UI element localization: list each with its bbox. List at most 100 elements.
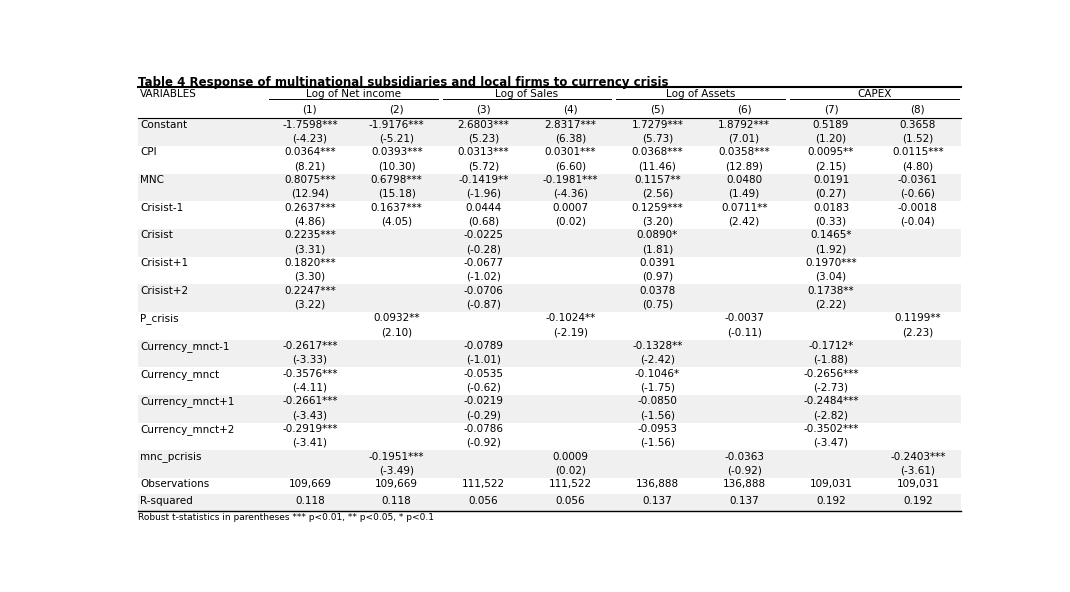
Text: 0.1738**: 0.1738** (808, 286, 854, 295)
Text: (-1.01): (-1.01) (467, 355, 501, 365)
Bar (138, 367, 961, 395)
Text: Currency_mnct+2: Currency_mnct+2 (140, 424, 234, 435)
Text: (15.18): (15.18) (378, 189, 415, 199)
Bar (138, 257, 961, 284)
Bar (138, 340, 961, 367)
Text: Constant: Constant (140, 120, 187, 130)
Text: 109,669: 109,669 (376, 479, 418, 489)
Text: Table 4 Response of multinational subsidiaries and local firms to currency crisi: Table 4 Response of multinational subsid… (138, 76, 669, 89)
Text: (12.94): (12.94) (291, 189, 328, 199)
Text: (11.46): (11.46) (639, 161, 676, 171)
Text: -1.9176***: -1.9176*** (369, 120, 425, 130)
Text: (-3.49): (-3.49) (379, 465, 414, 475)
Text: (1.81): (1.81) (642, 244, 673, 254)
Text: 0.2247***: 0.2247*** (284, 286, 336, 295)
Text: -0.2617***: -0.2617*** (282, 341, 338, 351)
Text: 0.0115***: 0.0115*** (892, 147, 944, 157)
Bar (138, 423, 961, 450)
Text: (0.27): (0.27) (815, 189, 846, 199)
Text: (-1.88): (-1.88) (813, 355, 849, 365)
Text: (0.02): (0.02) (555, 217, 586, 227)
Text: (-5.21): (-5.21) (379, 134, 414, 144)
Text: 0.1465*: 0.1465* (810, 230, 852, 240)
Text: (-0.04): (-0.04) (901, 217, 935, 227)
Text: 0.0183: 0.0183 (813, 202, 850, 213)
Text: (10.30): (10.30) (378, 161, 415, 171)
Text: (-0.92): (-0.92) (467, 437, 501, 448)
Text: (-0.29): (-0.29) (467, 410, 501, 420)
Text: 0.0393***: 0.0393*** (371, 147, 423, 157)
Text: (1.20): (1.20) (815, 134, 846, 144)
Text: -0.0363: -0.0363 (724, 452, 764, 462)
Text: MNC: MNC (140, 175, 165, 185)
Text: (-0.87): (-0.87) (467, 300, 501, 310)
Text: (8): (8) (911, 105, 926, 115)
Text: 0.0313***: 0.0313*** (458, 147, 509, 157)
Text: -0.3576***: -0.3576*** (282, 369, 338, 379)
Text: (-2.73): (-2.73) (813, 382, 849, 392)
Text: (-3.47): (-3.47) (813, 437, 849, 448)
Text: (-1.56): (-1.56) (640, 437, 675, 448)
Text: (1.92): (1.92) (815, 244, 846, 254)
Text: Currency_mnct-1: Currency_mnct-1 (140, 341, 230, 352)
Text: 0.0932**: 0.0932** (373, 313, 421, 323)
Text: (7): (7) (824, 105, 839, 115)
Text: 0.137: 0.137 (730, 496, 759, 506)
Bar (138, 284, 961, 312)
Text: -0.0789: -0.0789 (463, 341, 504, 351)
Text: (1.52): (1.52) (902, 134, 933, 144)
Text: 0.0444: 0.0444 (465, 202, 502, 213)
Text: (-1.96): (-1.96) (467, 189, 501, 199)
Text: Crisist+1: Crisist+1 (140, 258, 188, 268)
Text: (-3.41): (-3.41) (292, 437, 327, 448)
Text: -0.2484***: -0.2484*** (804, 396, 859, 406)
Text: (0.02): (0.02) (555, 465, 586, 475)
Text: (-3.61): (-3.61) (901, 465, 935, 475)
Text: CAPEX: CAPEX (857, 89, 891, 99)
Text: 0.118: 0.118 (382, 496, 412, 506)
Text: (-1.02): (-1.02) (467, 272, 501, 282)
Text: 0.0095**: 0.0095** (808, 147, 854, 157)
Text: 0.6798***: 0.6798*** (371, 175, 423, 185)
Text: -0.1981***: -0.1981*** (542, 175, 598, 185)
Bar (138, 450, 961, 478)
Text: (0.68): (0.68) (468, 217, 499, 227)
Text: Crisist-1: Crisist-1 (140, 202, 184, 213)
Text: (-1.56): (-1.56) (640, 410, 675, 420)
Text: (6): (6) (737, 105, 751, 115)
Text: -0.1712*: -0.1712* (809, 341, 854, 351)
Bar (138, 173, 961, 201)
Bar (138, 201, 961, 229)
Text: 0.0368***: 0.0368*** (631, 147, 683, 157)
Text: (3.20): (3.20) (642, 217, 673, 227)
Text: (6.60): (6.60) (555, 161, 586, 171)
Text: (3): (3) (476, 105, 491, 115)
Text: Currency_mnct: Currency_mnct (140, 369, 219, 379)
Text: Log of Net income: Log of Net income (306, 89, 401, 99)
Text: -0.0361: -0.0361 (898, 175, 938, 185)
Text: (2.23): (2.23) (902, 327, 933, 337)
Text: 136,888: 136,888 (722, 479, 766, 489)
Text: (0.97): (0.97) (642, 272, 673, 282)
Text: (0.33): (0.33) (815, 217, 846, 227)
Text: (5.23): (5.23) (468, 134, 500, 144)
Bar (138, 229, 961, 257)
Text: 0.8075***: 0.8075*** (284, 175, 336, 185)
Text: VARIABLES: VARIABLES (140, 89, 197, 99)
Text: 0.3658: 0.3658 (900, 120, 936, 130)
Text: (-4.36): (-4.36) (553, 189, 587, 199)
Text: 0.1970***: 0.1970*** (806, 258, 857, 268)
Text: 0.192: 0.192 (816, 496, 846, 506)
Text: -0.0706: -0.0706 (463, 286, 504, 295)
Text: (4): (4) (563, 105, 578, 115)
Text: 1.7279***: 1.7279*** (631, 120, 684, 130)
Text: -0.0535: -0.0535 (463, 369, 504, 379)
Text: (4.05): (4.05) (381, 217, 412, 227)
Text: 0.0007: 0.0007 (552, 202, 588, 213)
Text: P_crisis: P_crisis (140, 313, 179, 324)
Text: CPI: CPI (140, 147, 157, 157)
Text: (-2.19): (-2.19) (553, 327, 587, 337)
Text: (4.86): (4.86) (294, 217, 325, 227)
Text: 1.8792***: 1.8792*** (718, 120, 770, 130)
Text: 2.6803***: 2.6803*** (458, 120, 509, 130)
